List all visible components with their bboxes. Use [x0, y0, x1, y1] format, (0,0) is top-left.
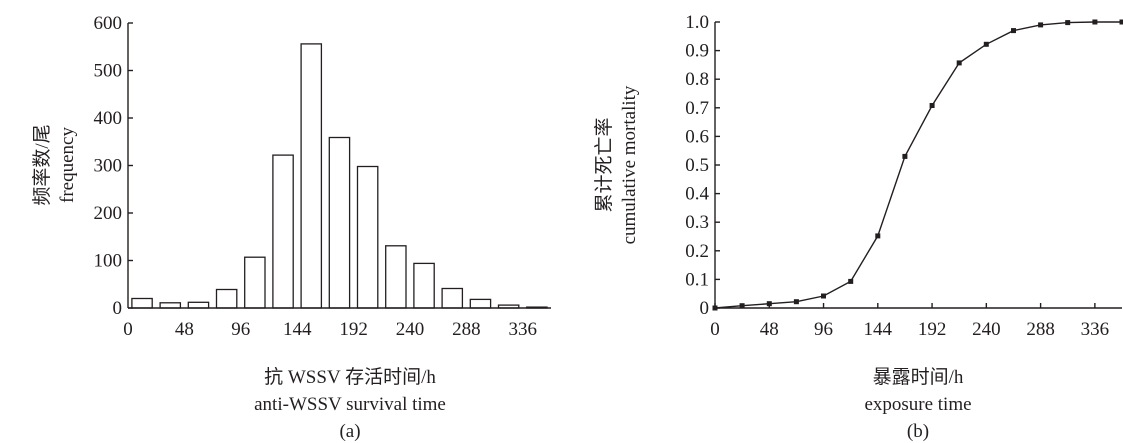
mortality-y-tick-label: 0	[700, 298, 710, 319]
mortality-data-point	[1011, 28, 1016, 34]
histogram-bar	[244, 256, 266, 309]
mortality-data-point	[766, 301, 772, 307]
mortality-data-point	[739, 303, 745, 309]
histogram-axes	[127, 22, 551, 309]
histogram-y-tick-label: 200	[94, 203, 123, 224]
histogram-x-tick-label: 336	[509, 319, 538, 340]
histogram-bar	[159, 302, 182, 309]
mortality-data-point	[1065, 20, 1071, 26]
mortality-y-tick-label: 0.1	[685, 269, 709, 290]
histogram-y-label-cn: 频率数/尾	[31, 124, 53, 205]
histogram-y-tick-label: 500	[94, 61, 123, 82]
mortality-data-point	[929, 103, 935, 108]
mortality-y-tick-label: 0.5	[685, 155, 709, 176]
mortality-x-tick-label: 96	[814, 319, 833, 340]
histogram-y-tick-label: 600	[94, 13, 123, 34]
mortality-axes	[714, 21, 1122, 309]
histogram-x-tick-label: 288	[452, 319, 481, 340]
histogram-x-tick-label: 48	[175, 319, 194, 340]
histogram-x-tick-label: 240	[396, 319, 425, 340]
mortality-data-point	[712, 305, 718, 311]
mortality-curve-line	[714, 21, 1122, 309]
cumulative-mortality-panel: 0 0.1 0.2 0.3 0.4 0.5 0.6 0.7 0.8 0.9 1.0 0 48 96 144 1…	[593, 12, 1123, 442]
histogram-y-tick-label: 100	[94, 251, 123, 272]
mortality-y-tick-label: 0.3	[685, 212, 709, 233]
histogram-bar	[385, 245, 407, 309]
histogram-tick-labels: 0 100 200 300 400 500 600 0 48 96 144 192 240 288 336	[94, 13, 538, 340]
histogram-bar	[469, 298, 492, 309]
mortality-data-point	[983, 41, 989, 47]
mortality-data-point	[875, 233, 881, 239]
histogram-x-tick-label: 0	[123, 319, 133, 340]
mortality-data-point	[848, 278, 854, 284]
histogram-bar	[187, 301, 210, 309]
mortality-y-label-en: cumulative mortality	[619, 85, 640, 244]
histogram-x-label-en: anti-WSSV survival time	[254, 394, 446, 415]
mortality-data-point	[1038, 22, 1044, 28]
mortality-x-label-en: exposure time	[864, 394, 971, 415]
panel-a-label: (a)	[339, 421, 360, 442]
mortality-x-label-cn: 暴露时间/h	[873, 366, 964, 388]
histogram-bar	[413, 262, 435, 309]
histogram-bars	[131, 43, 548, 309]
histogram-bar	[441, 287, 464, 309]
mortality-x-tick-label: 48	[760, 319, 779, 340]
panel-b-label: (b)	[907, 421, 929, 442]
mortality-x-tick-label: 288	[1026, 319, 1055, 340]
mortality-y-label-cn: 累计死亡率	[593, 117, 615, 212]
histogram-y-tick-label: 0	[113, 298, 123, 319]
mortality-y-tick-label: 0.6	[685, 126, 709, 147]
mortality-data-point	[821, 293, 826, 299]
histogram-bar	[328, 136, 351, 309]
mortality-x-tick-label: 0	[710, 319, 720, 340]
histogram-y-label-en: frequency	[57, 127, 78, 203]
histogram-y-tick-label: 400	[94, 108, 123, 129]
mortality-x-tick-label: 144	[864, 319, 893, 340]
histogram-x-tick-label: 144	[283, 319, 312, 340]
histogram-bar	[131, 297, 153, 309]
histogram-x-tick-label: 192	[339, 319, 368, 340]
mortality-data-point	[956, 60, 962, 66]
mortality-data-point	[793, 299, 799, 305]
mortality-y-tick-label: 0.4	[685, 184, 709, 205]
mortality-data-point	[902, 153, 908, 159]
mortality-y-tick-label: 0.9	[685, 41, 709, 62]
histogram-x-tick-label: 96	[231, 319, 250, 340]
histogram-bar	[215, 288, 238, 309]
mortality-y-tick-label: 1.0	[685, 12, 709, 33]
histogram-bar	[272, 154, 294, 309]
mortality-y-tick-label: 0.2	[685, 241, 709, 262]
histogram-bar	[300, 43, 323, 309]
mortality-x-tick-label: 192	[918, 319, 947, 340]
mortality-data-point	[1092, 19, 1098, 25]
mortality-tick-labels: 0 0.1 0.2 0.3 0.4 0.5 0.6 0.7 0.8 0.9 1.0 0 48 96 144 1…	[685, 12, 1109, 340]
mortality-y-tick-label: 0.8	[685, 69, 709, 90]
mortality-x-tick-label: 336	[1081, 319, 1110, 340]
mortality-data-point	[1119, 19, 1123, 25]
mortality-x-tick-label: 240	[972, 319, 1001, 340]
mortality-y-tick-label: 0.7	[685, 98, 709, 119]
histogram-x-label-cn: 抗 WSSV 存活时间/h	[264, 366, 436, 388]
mortality-curve-markers	[712, 19, 1123, 311]
histogram-bar	[356, 165, 379, 309]
histogram-y-tick-label: 300	[94, 156, 123, 177]
